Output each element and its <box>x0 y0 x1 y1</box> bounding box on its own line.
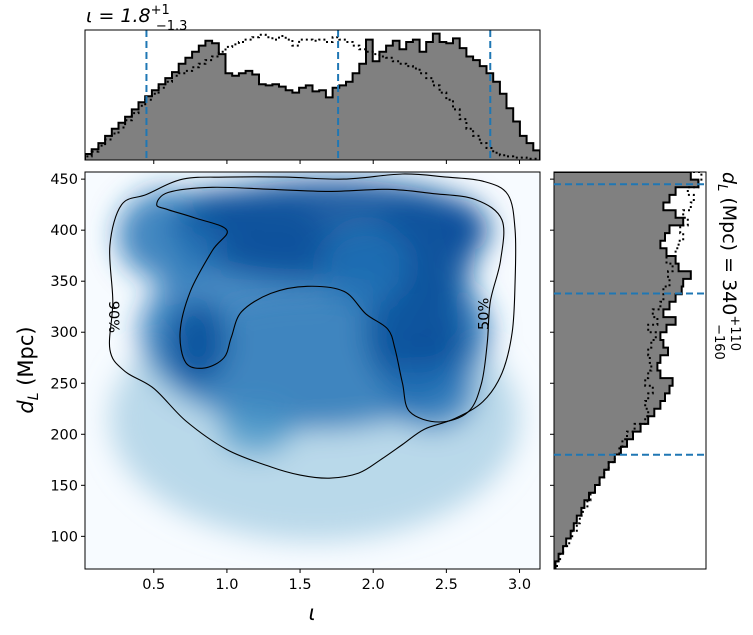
density-blob <box>219 403 293 455</box>
top-hist-prior-dotted <box>85 33 540 160</box>
y-tick-label: 450 <box>50 172 78 188</box>
right-plot-frame <box>553 171 707 570</box>
y-tick-label: 300 <box>50 325 78 341</box>
x-tick-label: 1.5 <box>289 577 312 593</box>
top-marginal-histogram: ι = 1.8+1 −1.3 <box>84 3 541 164</box>
y-tick-label: 250 <box>50 376 78 392</box>
contour-labels: 90% 50% <box>105 298 493 333</box>
right-marginal-histogram: dL (Mpc) = 340+110−160 <box>550 171 742 570</box>
right-y-ticks <box>550 178 554 537</box>
top-x-ticks <box>153 160 521 164</box>
right-histogram-title: dL (Mpc) = 340+110−160 <box>711 172 742 360</box>
contour-label: 90% <box>105 301 121 333</box>
contour-label: 50% <box>476 298 492 330</box>
main-y-axis: 100 150 200 250 300 350 400 450 <box>50 172 85 545</box>
contour-90pct <box>108 173 517 479</box>
x-tick-label: 0.5 <box>142 577 165 593</box>
right-quantile-lines <box>554 183 706 456</box>
right-hist-fill <box>554 172 699 569</box>
main-x-axis-title: ι <box>308 601 315 625</box>
main-y-axis-title: dL (Mpc) <box>14 326 42 413</box>
right-hist-outline <box>554 172 700 569</box>
right-histogram-bars <box>554 172 703 569</box>
density-blob <box>168 301 227 384</box>
main-density-panel: 90% 50% 0.5 1.0 1.5 2.0 2.5 3.0 100 150 200 250 30… <box>14 171 541 625</box>
top-hist-outline <box>85 32 540 160</box>
density-blob <box>439 199 483 251</box>
top-plot-frame <box>84 29 541 161</box>
contour-50pct <box>156 186 505 423</box>
density-heatmap <box>109 179 520 542</box>
credible-contours <box>108 173 517 479</box>
density-blob <box>322 225 410 307</box>
main-x-axis: 0.5 1.0 1.5 2.0 2.5 3.0 <box>142 569 531 593</box>
top-histogram-title: ι = 1.8+1 −1.3 <box>86 3 187 34</box>
main-plot-frame <box>84 171 541 570</box>
y-tick-label: 100 <box>50 529 78 545</box>
x-tick-label: 2.0 <box>362 577 385 593</box>
density-blob <box>387 357 476 430</box>
x-tick-label: 2.5 <box>435 577 458 593</box>
y-tick-label: 150 <box>50 478 78 494</box>
x-tick-label: 1.0 <box>215 577 238 593</box>
y-tick-label: 400 <box>50 223 78 239</box>
top-histogram-bars <box>85 32 540 160</box>
density-blob <box>398 316 451 368</box>
y-tick-label: 200 <box>50 427 78 443</box>
x-tick-label: 3.0 <box>508 577 531 593</box>
density-blob <box>183 189 257 231</box>
y-tick-label: 350 <box>50 274 78 290</box>
top-hist-fill <box>85 33 540 160</box>
